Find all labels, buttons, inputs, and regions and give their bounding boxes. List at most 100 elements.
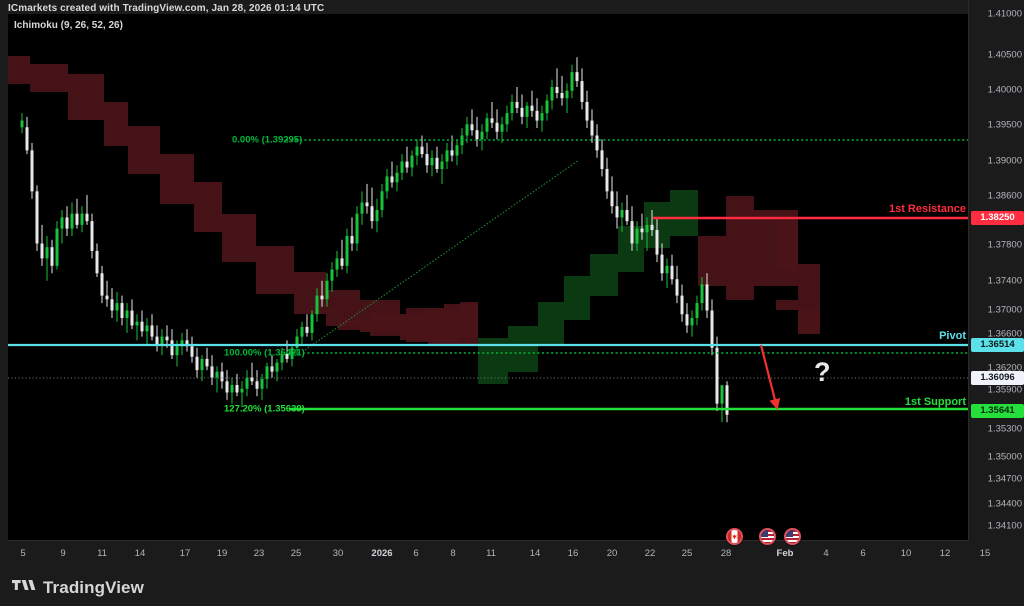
candle-body xyxy=(320,295,324,300)
candle-body xyxy=(720,385,724,404)
candle-body xyxy=(620,209,624,218)
price-axis-tick: 1.37800 xyxy=(987,239,1022,251)
bearish-projection-arrow[interactable] xyxy=(759,344,781,410)
candle-body xyxy=(55,228,59,266)
candle-body xyxy=(330,269,334,281)
candle-body xyxy=(435,157,439,169)
candle-body xyxy=(210,366,214,378)
candle-body xyxy=(335,258,339,270)
price-axis-tick: 1.34100 xyxy=(987,520,1022,532)
time-axis-tick: 6 xyxy=(860,548,866,559)
candle-body xyxy=(80,213,84,225)
candle-body xyxy=(420,146,424,155)
tradingview-logo-icon xyxy=(12,577,36,598)
fib-level-127-label: 127.20% (1.35639) xyxy=(224,403,305,415)
candle-body xyxy=(50,247,54,266)
candle-body xyxy=(115,303,119,311)
ichimoku-cloud-bearish-projected xyxy=(698,186,820,334)
candle-body xyxy=(205,358,209,367)
candle-body xyxy=(340,258,344,266)
candle-body xyxy=(615,206,619,218)
candle-body xyxy=(255,381,259,389)
candle-body xyxy=(555,87,559,94)
candle-body xyxy=(265,366,269,380)
event-flag-usa-1[interactable] xyxy=(759,528,776,545)
candle-body xyxy=(295,336,299,348)
candle-body xyxy=(225,381,229,393)
pivot-price-badge[interactable]: 1.36514 xyxy=(971,338,1024,352)
candle-body xyxy=(690,317,694,326)
candle-body xyxy=(385,176,389,192)
fib-level-0-label: 0.00% (1.39295) xyxy=(232,134,303,146)
candle-body xyxy=(195,356,199,371)
candle-body xyxy=(635,228,639,244)
candle-body xyxy=(395,172,399,183)
price-axis-tick: 1.38600 xyxy=(987,190,1022,202)
candle-body xyxy=(505,113,509,125)
canada-flag-icon xyxy=(728,530,741,543)
candle-body xyxy=(250,377,254,382)
candle-body xyxy=(520,107,524,117)
candle-body xyxy=(710,310,714,348)
candle-body xyxy=(85,213,89,222)
last-price-badge[interactable]: 1.36096 xyxy=(971,371,1024,385)
fib-level-100-label: 100.00% (1.36421) xyxy=(224,347,305,359)
candle-body xyxy=(675,279,679,296)
price-axis-tick: 1.37000 xyxy=(987,304,1022,316)
candle-body xyxy=(350,236,354,244)
candle-body xyxy=(610,191,614,207)
resistance-price-badge[interactable]: 1.38250 xyxy=(971,211,1024,225)
candle-body xyxy=(485,118,489,132)
time-axis[interactable]: 5 9 11 14 17 19 23 25 30 2026 6 8 11 14 16 20 22 25 28 Feb 4… xyxy=(8,540,990,567)
candle-body xyxy=(105,295,109,300)
candle-body xyxy=(705,284,709,311)
candle-body xyxy=(440,161,444,169)
candle-body xyxy=(600,150,604,169)
candle-body xyxy=(290,347,294,359)
candle-body xyxy=(605,168,609,192)
support-price-badge[interactable]: 1.35641 xyxy=(971,404,1024,418)
candle-body xyxy=(560,93,564,99)
candle-body xyxy=(390,176,394,183)
candle-body xyxy=(415,146,419,156)
candle-body xyxy=(165,336,169,341)
candle-body xyxy=(535,110,539,121)
candle-body xyxy=(650,224,654,231)
candle-body xyxy=(495,122,499,132)
candle-body xyxy=(315,295,319,315)
chart-pane[interactable]: Ichimoku (9, 26, 52, 26) xyxy=(8,14,968,540)
time-axis-tick: 25 xyxy=(681,548,693,559)
candle-body xyxy=(245,377,249,389)
candle-body xyxy=(175,346,179,356)
uptrend-trendline[interactable] xyxy=(304,159,580,351)
candle-body xyxy=(185,340,189,347)
candle-body xyxy=(575,72,579,82)
candle-body xyxy=(670,265,674,280)
candle-body xyxy=(160,336,164,345)
candle-body xyxy=(640,228,644,233)
ichimoku-cloud-bearish-left xyxy=(8,56,478,344)
time-axis-tick: 14 xyxy=(529,548,541,559)
time-axis-tick: 14 xyxy=(134,548,146,559)
price-axis-tick: 1.34400 xyxy=(987,498,1022,510)
candle-body xyxy=(365,202,369,207)
price-axis[interactable]: 1.41000 1.40500 1.40000 1.39500 1.39000 1.386… xyxy=(968,0,1024,540)
event-flag-usa-2[interactable] xyxy=(784,528,801,545)
candle-body xyxy=(360,202,364,214)
price-plot xyxy=(8,56,968,423)
tradingview-logo[interactable]: TradingView xyxy=(12,577,144,598)
candle-body xyxy=(405,161,409,168)
price-axis-tick: 1.40000 xyxy=(987,84,1022,96)
maple-leaf-icon xyxy=(732,534,737,539)
candle-body xyxy=(35,191,39,244)
price-axis-tick: 1.39500 xyxy=(987,119,1022,131)
indicator-legend[interactable]: Ichimoku (9, 26, 52, 26) xyxy=(14,20,123,31)
candle-body xyxy=(380,191,384,210)
candle-body xyxy=(155,336,159,345)
support-line-label: 1st Support xyxy=(904,396,966,408)
price-axis-tick: 1.35900 xyxy=(987,384,1022,396)
candle-body xyxy=(270,366,274,372)
candle-body xyxy=(430,157,434,166)
event-flag-canada[interactable] xyxy=(726,528,743,545)
candle-body xyxy=(345,236,349,266)
